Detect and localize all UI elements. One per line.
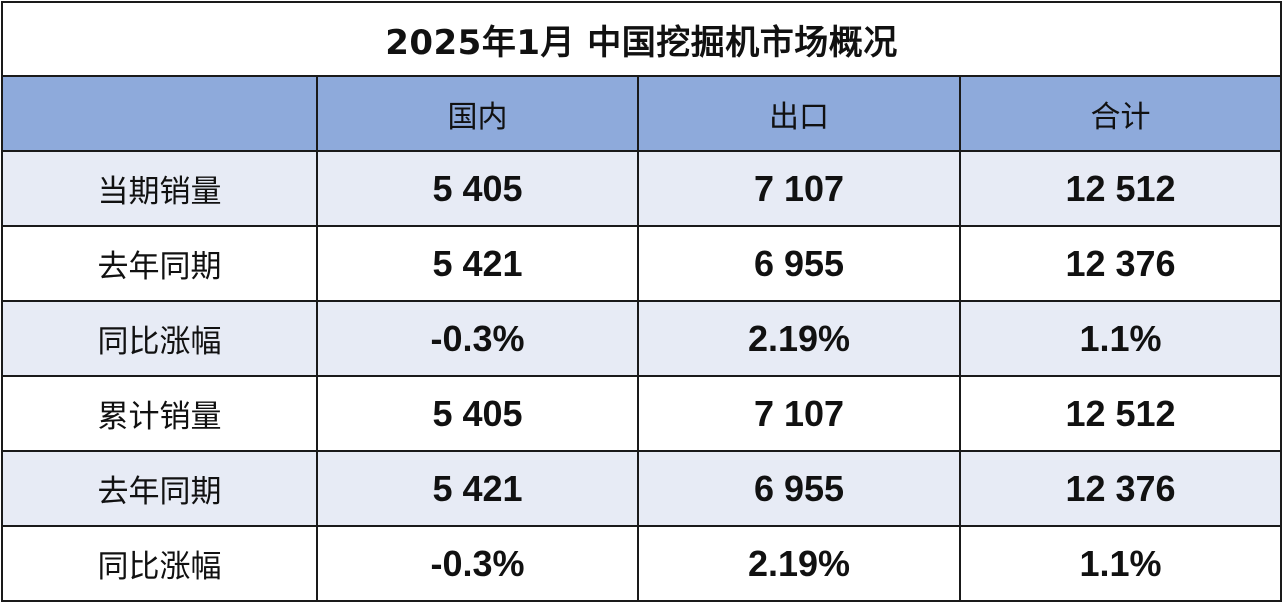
cell-export: 7 107 (637, 375, 961, 452)
header-row: 国内 出口 合计 (1, 75, 1282, 152)
cell-total: 12 512 (959, 375, 1282, 452)
row-label: 同比涨幅 (1, 300, 318, 377)
cell-domestic: -0.3% (316, 525, 639, 602)
header-empty (1, 75, 318, 152)
row-label: 去年同期 (1, 225, 318, 302)
row-label: 去年同期 (1, 450, 318, 527)
cell-domestic: 5 421 (316, 450, 639, 527)
table-row: 去年同期 5 421 6 955 12 376 (1, 450, 1282, 527)
table-title: 2025年1月 中国挖掘机市场概况 (1, 1, 1282, 77)
cell-domestic: -0.3% (316, 300, 639, 377)
cell-export: 7 107 (637, 150, 961, 227)
header-total: 合计 (959, 75, 1282, 152)
cell-total: 1.1% (959, 525, 1282, 602)
row-label: 同比涨幅 (1, 525, 318, 602)
header-export: 出口 (637, 75, 961, 152)
cell-export: 6 955 (637, 225, 961, 302)
title-row: 2025年1月 中国挖掘机市场概况 (1, 1, 1282, 77)
cell-total: 1.1% (959, 300, 1282, 377)
cell-domestic: 5 405 (316, 150, 639, 227)
row-label: 累计销量 (1, 375, 318, 452)
table-row: 累计销量 5 405 7 107 12 512 (1, 375, 1282, 452)
cell-export: 2.19% (637, 300, 961, 377)
cell-domestic: 5 421 (316, 225, 639, 302)
header-domestic: 国内 (316, 75, 639, 152)
cell-total: 12 376 (959, 225, 1282, 302)
cell-export: 6 955 (637, 450, 961, 527)
cell-total: 12 512 (959, 150, 1282, 227)
table-row: 同比涨幅 -0.3% 2.19% 1.1% (1, 300, 1282, 377)
table-row: 当期销量 5 405 7 107 12 512 (1, 150, 1282, 227)
cell-domestic: 5 405 (316, 375, 639, 452)
table-row: 去年同期 5 421 6 955 12 376 (1, 225, 1282, 302)
row-label: 当期销量 (1, 150, 318, 227)
cell-total: 12 376 (959, 450, 1282, 527)
cell-export: 2.19% (637, 525, 961, 602)
table-row: 同比涨幅 -0.3% 2.19% 1.1% (1, 525, 1282, 602)
